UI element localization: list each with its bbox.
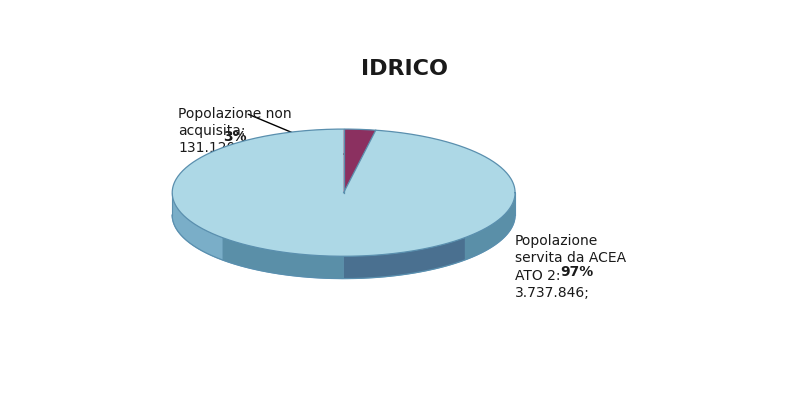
Polygon shape xyxy=(172,192,223,260)
Text: 97%: 97% xyxy=(560,265,593,279)
Text: Popolazione
servita da ACEA
ATO 2:
3.737.846;: Popolazione servita da ACEA ATO 2: 3.737… xyxy=(515,234,626,300)
Text: Popolazione non
acquisita:
131.120;: Popolazione non acquisita: 131.120; xyxy=(179,107,292,155)
Polygon shape xyxy=(172,215,515,278)
Polygon shape xyxy=(344,129,376,192)
Text: IDRICO: IDRICO xyxy=(361,59,449,79)
Polygon shape xyxy=(344,237,465,278)
Polygon shape xyxy=(465,192,515,260)
Text: 3%: 3% xyxy=(223,130,246,144)
Polygon shape xyxy=(223,237,344,278)
Polygon shape xyxy=(172,129,515,256)
